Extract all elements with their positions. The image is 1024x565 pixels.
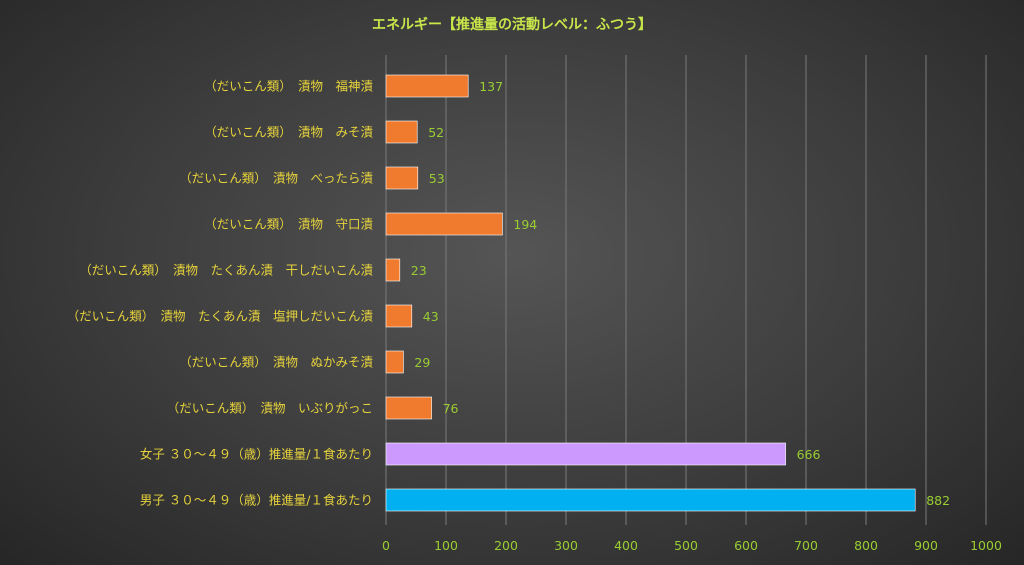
gridlines [385, 55, 987, 525]
bar [385, 74, 469, 98]
data-label: 29 [414, 355, 430, 370]
bar [385, 120, 418, 144]
data-label: 194 [513, 217, 537, 232]
x-tick-label: 400 [614, 538, 638, 553]
data-label: 882 [926, 493, 950, 508]
category-label: 女子 ３０～４９（歳）推進量/１食あたり [140, 447, 373, 462]
category-label: （だいこん類） 漬物 たくあん漬 塩押しだいこん漬 [67, 309, 374, 324]
category-label: （だいこん類） 漬物 ぬかみそ漬 [179, 355, 373, 370]
bar [385, 166, 419, 190]
x-tick-label: 300 [554, 538, 578, 553]
x-tick-label: 800 [854, 538, 878, 553]
category-label: （だいこん類） 漬物 福神漬 [204, 79, 373, 94]
bar [385, 396, 432, 420]
category-label: 男子 ３０～４９（歳）推進量/１食あたり [140, 493, 373, 508]
x-tick-label: 100 [434, 538, 458, 553]
data-label: 666 [797, 447, 821, 462]
chart-title: エネルギー【推進量の活動レベル：ふつう】 [372, 16, 652, 33]
bar [385, 350, 404, 374]
data-label: 43 [423, 309, 439, 324]
bar [385, 488, 916, 512]
category-label: （だいこん類） 漬物 いぶりがっこ [167, 401, 373, 416]
data-label: 137 [479, 79, 503, 94]
bar [385, 304, 413, 328]
category-label: （だいこん類） 漬物 守口漬 [204, 217, 373, 232]
data-label: 23 [411, 263, 427, 278]
x-tick-label: 500 [674, 538, 698, 553]
x-tick-label: 200 [494, 538, 518, 553]
category-label: （だいこん類） 漬物 べったら漬 [179, 171, 373, 186]
x-tick-label: 1000 [970, 538, 1002, 553]
x-axis-ticks: 0 100 200 300 400 500 600 700 800 900 1000 [382, 538, 1002, 553]
data-label: 53 [429, 171, 445, 186]
bars-group [385, 74, 916, 512]
x-tick-label: 0 [382, 538, 390, 553]
x-tick-label: 900 [914, 538, 938, 553]
data-labels: 137 52 53 194 23 43 29 76 666 882 [411, 79, 950, 508]
bar [385, 442, 786, 466]
category-label: （だいこん類） 漬物 たくあん漬 干しだいこん漬 [79, 263, 373, 278]
data-label: 52 [428, 125, 444, 140]
x-tick-label: 700 [794, 538, 818, 553]
category-labels: （だいこん類） 漬物 福神漬 （だいこん類） 漬物 みそ漬 （だいこん類） 漬物 べ… [67, 79, 374, 508]
x-tick-label: 600 [734, 538, 758, 553]
data-label: 76 [443, 401, 459, 416]
bar [385, 258, 401, 282]
bar [385, 212, 503, 236]
category-label: （だいこん類） 漬物 みそ漬 [204, 125, 373, 140]
